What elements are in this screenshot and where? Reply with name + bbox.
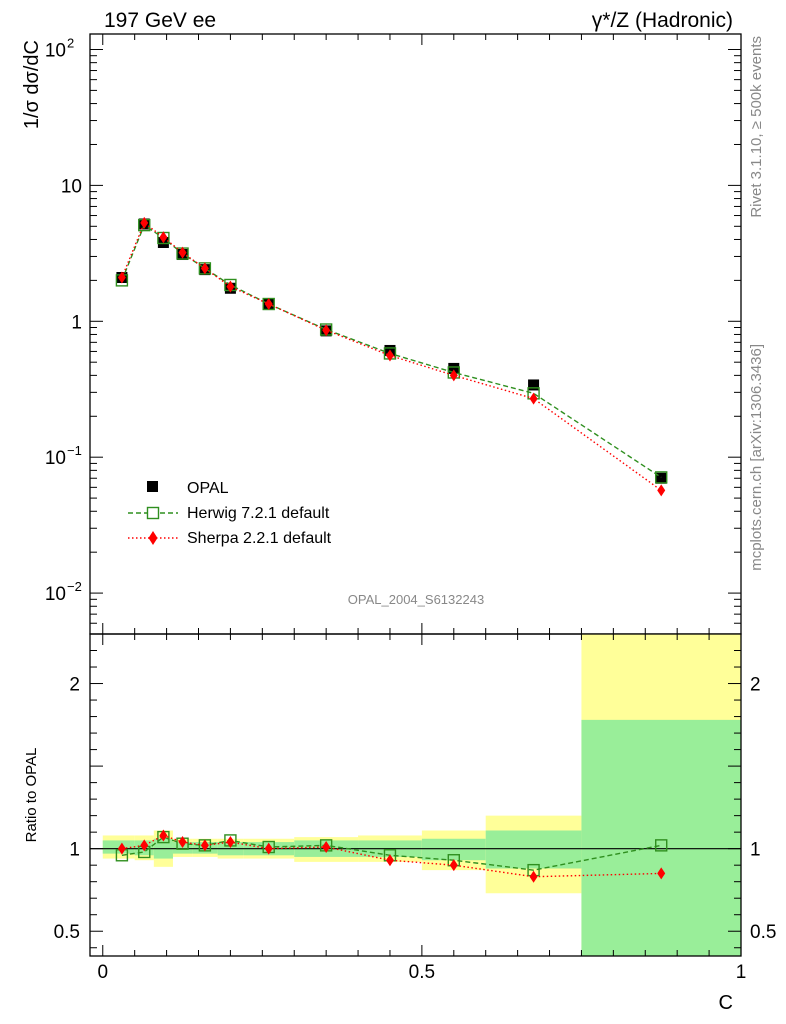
ratio-herwig-line [121, 836, 662, 871]
x-axis-label: C [719, 992, 733, 1014]
ratio-y-tick-label-right: 1 [750, 840, 761, 861]
sherpa-point-3 [178, 246, 187, 259]
ratio-sherpa-point-5 [226, 836, 235, 849]
ratio-y-tick-label: 1 [69, 840, 80, 861]
x-tick-label: 1 [736, 962, 747, 983]
sherpa-point-9 [449, 369, 458, 382]
ratio-sherpa-point-2 [159, 829, 168, 842]
analysis-watermark: OPAL_2004_S6132243 [348, 592, 484, 607]
main-y-tick-label: 10 [45, 40, 66, 61]
ratio-sherpa-point-11 [657, 867, 666, 880]
opal-point-9 [448, 362, 460, 374]
sherpa-point-7 [322, 324, 331, 337]
main-y-tick-exponent: −1 [67, 443, 82, 458]
sherpa-point-10 [529, 392, 538, 405]
ratio-y-tick-label-right: 0.5 [750, 922, 776, 943]
sherpa-point-2 [159, 231, 168, 244]
ratio-sherpa-point-9 [449, 859, 458, 872]
ratio-herwig-point-11 [655, 839, 668, 852]
ratio-y-tick-label: 0.5 [54, 922, 80, 943]
legend-sherpa-marker [148, 531, 158, 545]
legend: OPAL Herwig 7.2.1 default Sherpa 2.2.1 d… [128, 480, 332, 547]
ratio-y-axis-label: Ratio to OPAL [23, 748, 40, 843]
sherpa-point-0 [117, 271, 126, 284]
main-y-tick-label: 10 [45, 448, 66, 469]
header-left-label: 197 GeV ee [104, 9, 216, 32]
herwig-point-11 [655, 471, 668, 484]
main-y-tick-label: 1 [71, 312, 82, 333]
ratio-sherpa-point-0 [117, 842, 126, 855]
herwig-line [121, 224, 662, 478]
rivet-version-label: Rivet 3.1.10, ≥ 500k events [748, 36, 765, 218]
ratio-sherpa-point-8 [385, 854, 394, 867]
ratio-panel: 0 0.5 10.5 0.51 12 2 [54, 633, 776, 983]
main-y-tick-label: 10 [61, 176, 82, 197]
x-tick-label: 0 [97, 962, 108, 983]
x-tick-label: 0.5 [409, 962, 435, 983]
sherpa-line [121, 221, 662, 491]
main-y-tick-exponent: −2 [67, 579, 82, 594]
opal-point-10 [528, 379, 540, 391]
ratio-y-tick-label-right: 2 [750, 675, 761, 696]
legend-opal-marker [147, 481, 158, 492]
ratio-sherpa-point-7 [322, 841, 331, 854]
mcplots-label: mcplots.cern.ch [arXiv:1306.3436] [748, 344, 765, 571]
legend-herwig-label: Herwig 7.2.1 default [187, 505, 330, 522]
main-y-tick-exponent: 2 [67, 35, 74, 50]
ratio-y-tick-label: 2 [69, 675, 80, 696]
main-y-axis-label: 1/σ dσ/dC [21, 40, 43, 129]
ratio-sherpa-point-6 [264, 842, 273, 855]
main-y-tick-label: 10 [45, 584, 66, 605]
legend-opal-label: OPAL [187, 480, 229, 497]
opal-point-11 [655, 472, 667, 484]
ratio-band-green-11 [581, 719, 741, 956]
sherpa-point-11 [657, 484, 666, 497]
ratio-frame [89, 633, 742, 957]
sherpa-point-6 [264, 298, 273, 311]
ratio-sherpa-point-4 [200, 839, 209, 852]
sherpa-point-5 [226, 280, 235, 293]
sherpa-point-8 [385, 349, 394, 362]
header-right-label: γ*/Z (Hadronic) [592, 9, 733, 32]
ratio-sherpa-point-3 [178, 836, 187, 849]
ratio-sherpa-point-10 [529, 870, 538, 883]
legend-herwig-marker [146, 506, 160, 520]
sherpa-point-4 [200, 262, 209, 275]
ratio-band-green-10 [485, 830, 582, 869]
legend-sherpa-label: Sherpa 2.2.1 default [187, 530, 332, 547]
ratio-band-green-9 [421, 838, 486, 861]
sherpa-point-1 [140, 216, 149, 229]
ratio-sherpa-line [121, 834, 662, 878]
ratio-sherpa-point-1 [140, 839, 149, 852]
